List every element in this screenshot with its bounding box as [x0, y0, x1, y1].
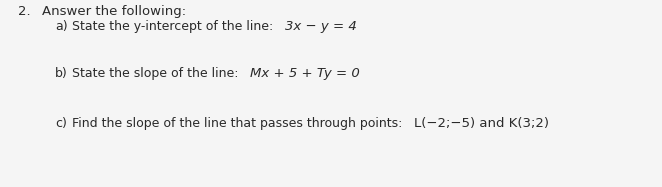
Text: c): c)	[55, 117, 67, 130]
Text: a): a)	[55, 20, 68, 33]
Text: 3x − y = 4: 3x − y = 4	[285, 20, 357, 33]
Text: b): b)	[55, 67, 68, 80]
Text: L(−2;−5) and K(3;2): L(−2;−5) and K(3;2)	[414, 117, 549, 130]
Text: State the y-intercept of the line:: State the y-intercept of the line:	[72, 20, 285, 33]
Text: Mx + 5 + Ty = 0: Mx + 5 + Ty = 0	[250, 67, 360, 80]
Text: Answer the following:: Answer the following:	[42, 5, 186, 18]
Text: 2.: 2.	[18, 5, 30, 18]
Text: State the slope of the line:: State the slope of the line:	[72, 67, 250, 80]
Text: Find the slope of the line that passes through points:: Find the slope of the line that passes t…	[72, 117, 414, 130]
